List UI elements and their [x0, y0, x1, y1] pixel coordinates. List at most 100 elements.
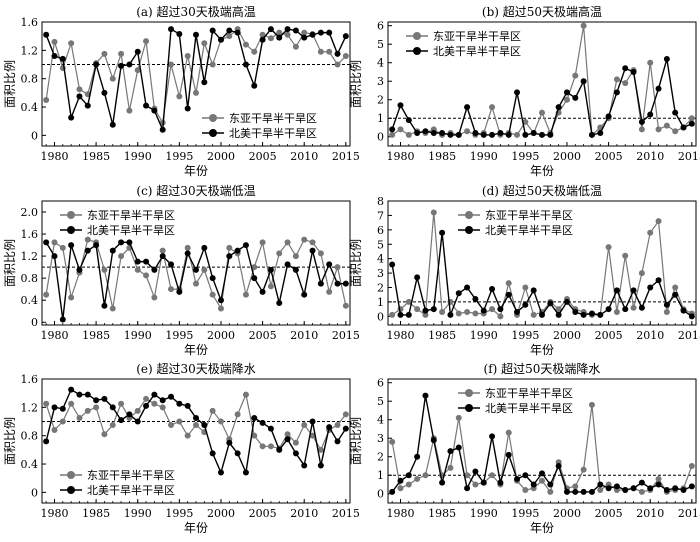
data-point-1 — [389, 126, 396, 133]
data-point-1 — [605, 113, 612, 120]
data-point-0 — [59, 244, 66, 251]
data-point-0 — [134, 67, 141, 74]
data-point-0 — [464, 128, 471, 135]
y-tick-label: 0 — [31, 316, 38, 329]
data-point-1 — [622, 487, 629, 494]
y-tick-label: 3 — [377, 267, 384, 280]
data-point-0 — [51, 239, 58, 246]
data-point-0 — [539, 109, 545, 116]
x-tick-label: 1995 — [511, 507, 539, 520]
y-axis-label: 面积比例 — [3, 60, 17, 108]
data-point-0 — [159, 404, 166, 411]
data-point-0 — [389, 311, 396, 318]
data-point-0 — [126, 107, 133, 114]
data-point-0 — [134, 407, 141, 414]
data-point-1 — [251, 275, 258, 282]
x-tick-label: 2015 — [332, 507, 360, 520]
y-tick-label: 0 — [31, 129, 38, 142]
x-tick-label: 1980 — [40, 150, 68, 163]
legend-marker-0 — [67, 471, 75, 479]
data-point-1 — [547, 131, 554, 138]
data-point-0 — [184, 432, 191, 439]
data-point-0 — [472, 481, 479, 488]
x-tick-label: 2010 — [290, 150, 318, 163]
data-point-1 — [143, 102, 150, 109]
data-point-0 — [109, 75, 116, 82]
data-point-1 — [663, 487, 670, 494]
x-tick-label: 1995 — [511, 329, 539, 342]
data-point-1 — [284, 261, 291, 268]
data-point-1 — [143, 402, 150, 409]
data-point-1 — [605, 485, 612, 492]
chart-title: (a) 超过30天极端高温 — [136, 4, 256, 19]
data-point-0 — [514, 131, 521, 138]
data-point-0 — [143, 38, 150, 45]
y-tick-label: 1 — [377, 112, 384, 125]
data-point-1 — [109, 247, 116, 254]
data-point-0 — [464, 309, 471, 316]
data-point-0 — [292, 439, 299, 446]
x-tick-label: 2005 — [595, 507, 623, 520]
data-point-0 — [455, 310, 462, 317]
data-point-1 — [455, 290, 462, 297]
data-point-1 — [217, 36, 224, 43]
x-tick-label: 1985 — [82, 150, 110, 163]
data-point-1 — [209, 27, 216, 34]
data-point-1 — [93, 61, 100, 68]
data-point-1 — [580, 488, 587, 495]
data-point-0 — [638, 270, 645, 277]
data-point-1 — [472, 130, 479, 137]
data-point-1 — [176, 31, 183, 38]
data-point-1 — [334, 280, 341, 287]
x-tick-label: 2010 — [636, 329, 664, 342]
data-point-1 — [209, 275, 216, 282]
data-point-1 — [143, 258, 150, 265]
data-point-1 — [489, 131, 496, 138]
data-point-1 — [439, 229, 446, 236]
data-point-0 — [168, 61, 175, 68]
y-tick-label: 2 — [377, 282, 384, 295]
data-point-1 — [276, 299, 283, 306]
data-point-1 — [234, 29, 241, 36]
data-point-0 — [301, 236, 308, 243]
data-point-0 — [84, 407, 91, 414]
x-tick-label: 1990 — [470, 507, 498, 520]
data-point-1 — [572, 309, 579, 316]
data-point-1 — [688, 483, 695, 490]
data-point-1 — [326, 261, 333, 268]
data-point-1 — [159, 126, 166, 133]
data-point-0 — [422, 311, 429, 318]
data-point-1 — [76, 266, 83, 273]
data-point-1 — [193, 266, 199, 273]
data-point-0 — [447, 464, 454, 471]
legend-entry-1: 北美干旱半干旱区 — [87, 223, 175, 237]
x-tick-label: 1995 — [511, 150, 539, 163]
legend-entry-1: 北美干旱半干旱区 — [229, 126, 317, 140]
x-tick-label: 1995 — [165, 507, 193, 520]
data-point-1 — [151, 266, 158, 273]
data-point-1 — [267, 26, 274, 33]
data-point-1 — [284, 436, 291, 443]
legend-entry-1: 北美干旱半干旱区 — [433, 44, 521, 58]
x-tick-label: 2010 — [636, 150, 664, 163]
data-point-1 — [439, 479, 446, 486]
data-point-1 — [151, 391, 158, 398]
data-point-1 — [597, 130, 604, 137]
data-point-1 — [605, 306, 612, 313]
data-point-0 — [242, 391, 249, 398]
data-point-1 — [126, 411, 133, 418]
y-tick-label: 1.6 — [21, 228, 39, 241]
data-point-0 — [622, 80, 629, 87]
data-point-1 — [184, 105, 191, 112]
data-point-0 — [613, 76, 620, 83]
data-point-0 — [159, 247, 166, 254]
data-point-1 — [267, 425, 274, 432]
data-point-0 — [405, 481, 412, 488]
data-point-1 — [580, 311, 587, 318]
data-point-1 — [342, 280, 349, 287]
data-point-0 — [201, 40, 208, 47]
y-tick-label: 4 — [377, 253, 384, 266]
data-point-1 — [126, 61, 133, 68]
x-tick-label: 2015 — [332, 150, 360, 163]
data-point-0 — [101, 266, 108, 273]
